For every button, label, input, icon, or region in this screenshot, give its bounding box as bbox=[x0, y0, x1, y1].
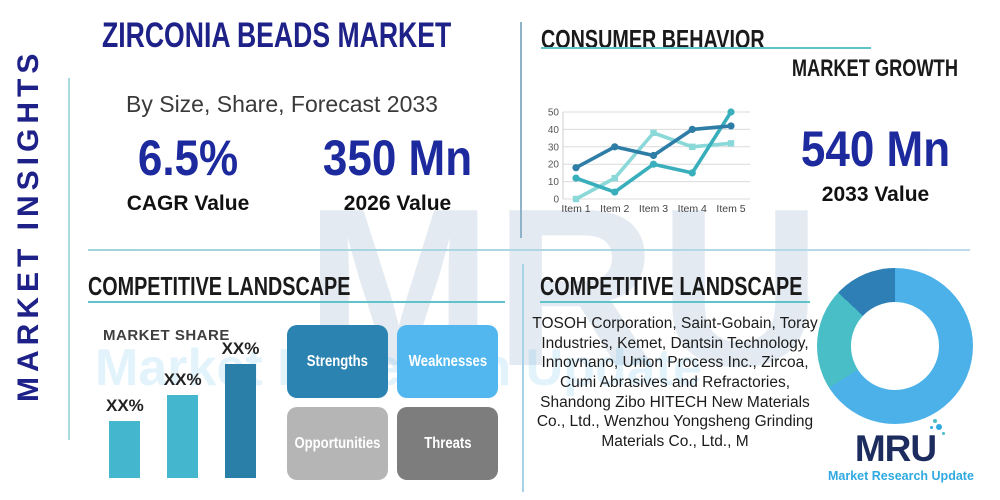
svg-text:Item 4: Item 4 bbox=[678, 203, 707, 215]
page-subtitle: By Size, Share, Forecast 2033 bbox=[126, 91, 438, 117]
swot-box-label: Weaknesses bbox=[408, 352, 487, 370]
ink-splash-icon bbox=[933, 419, 938, 423]
svg-text:Item 5: Item 5 bbox=[716, 203, 745, 215]
svg-text:Item 2: Item 2 bbox=[600, 203, 629, 215]
horizontal-divider-line bbox=[88, 249, 970, 251]
competitive-landscape-left-underline bbox=[88, 301, 505, 303]
market-share-bar: XX% bbox=[221, 339, 260, 478]
swot-box-label: Threats bbox=[423, 434, 472, 452]
competitive-landscape-left-title: COMPETITIVE LANDSCAPE bbox=[88, 271, 351, 301]
swot-box-weaknesses: Weaknesses bbox=[397, 325, 498, 398]
stat-cagr-value: 6.5% bbox=[137, 130, 239, 186]
ink-splash-icon bbox=[936, 424, 943, 430]
watermark-logo-text: MRU bbox=[305, 161, 824, 413]
bar-rect bbox=[224, 364, 256, 478]
svg-text:Item 3: Item 3 bbox=[639, 203, 668, 215]
svg-text:Item 1: Item 1 bbox=[561, 203, 590, 215]
stat-2026-label: 2026 Value bbox=[343, 192, 452, 215]
stat-2033-value: 540 Mn bbox=[800, 121, 951, 177]
market-share-bar: XX% bbox=[106, 396, 144, 478]
consumer-behavior-title: CONSUMER BEHAVIOR bbox=[541, 24, 765, 54]
stat-2033: 540 Mn 2033 Value bbox=[788, 124, 963, 207]
consumer-behavior-underline bbox=[541, 47, 871, 49]
mru-logo-text: MRU bbox=[855, 419, 946, 467]
swot-grid: Strengths Weaknesses Opportunities Threats bbox=[287, 325, 498, 480]
svg-text:40: 40 bbox=[548, 125, 560, 136]
swot-box-label: Opportunities bbox=[294, 434, 381, 452]
stat-2026: 350 Mn 2026 Value bbox=[310, 133, 485, 216]
ink-splash-icon bbox=[930, 426, 934, 429]
svg-text:10: 10 bbox=[548, 177, 560, 188]
bar-value-label: XX% bbox=[163, 369, 202, 389]
stat-2026-value: 350 Mn bbox=[322, 130, 473, 186]
swot-box-strengths: Strengths bbox=[287, 325, 388, 398]
market-growth-title: MARKET GROWTH bbox=[791, 55, 958, 82]
market-growth-line-chart: 0 10 20 30 40 50 Item 1 Item 2 Item 3 Item 4 Item … bbox=[548, 108, 750, 215]
competitive-landscape-right-title: COMPETITIVE LANDSCAPE bbox=[540, 271, 803, 301]
market-share-bar-chart: XX% XX% XX% bbox=[106, 339, 259, 478]
bar-rect bbox=[109, 421, 141, 478]
swot-box-label: Strengths bbox=[306, 352, 369, 370]
market-share-label: MARKET SHARE bbox=[103, 327, 230, 344]
svg-text:30: 30 bbox=[548, 142, 560, 153]
market-share-donut-chart bbox=[817, 268, 973, 424]
ink-splash-icon bbox=[942, 432, 946, 435]
stat-cagr-label: CAGR Value bbox=[126, 192, 250, 215]
swot-box-opportunities: Opportunities bbox=[287, 407, 388, 480]
svg-text:0: 0 bbox=[553, 195, 559, 206]
svg-text:50: 50 bbox=[548, 108, 560, 119]
swot-box-threats: Threats bbox=[397, 407, 498, 480]
center-divider-bottom-line bbox=[522, 264, 524, 492]
market-share-bar: XX% bbox=[164, 370, 202, 478]
page-title: ZIRCONIA BEADS MARKET bbox=[102, 16, 452, 55]
bar-value-label: XX% bbox=[221, 339, 260, 358]
sidebar-divider-line bbox=[68, 78, 70, 440]
stat-2033-label: 2033 Value bbox=[821, 183, 930, 206]
mru-logo-tagline: Market Research Update bbox=[828, 469, 974, 483]
bar-value-label: XX% bbox=[106, 396, 144, 415]
stat-cagr: 6.5% CAGR Value bbox=[108, 133, 268, 216]
sidebar-title: MARKET INSIGHTS bbox=[12, 48, 45, 402]
mru-logo: MRU Market Research Update bbox=[828, 419, 974, 483]
donut-hole bbox=[851, 302, 939, 390]
svg-text:20: 20 bbox=[548, 160, 560, 171]
center-divider-top-line bbox=[520, 22, 522, 238]
bar-rect bbox=[167, 394, 199, 478]
companies-list-text: TOSOH Corporation, Saint-Gobain, Toray I… bbox=[532, 315, 818, 451]
competitive-landscape-right-underline bbox=[540, 301, 810, 303]
